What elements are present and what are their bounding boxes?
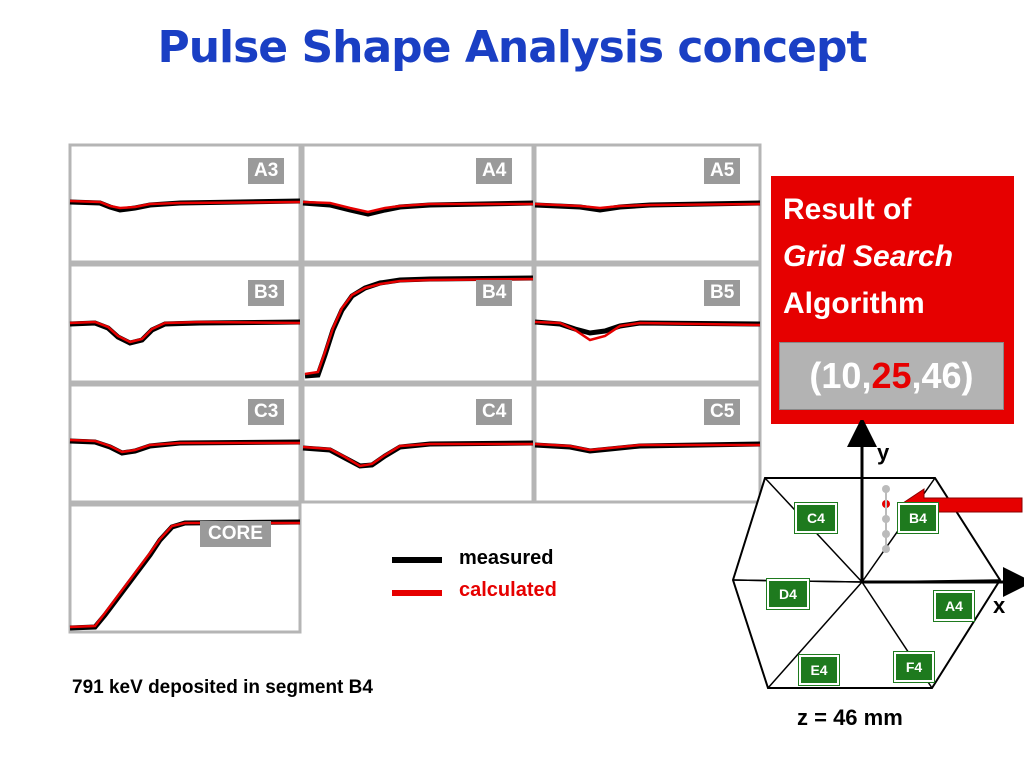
hex-segment-E4: E4 <box>798 654 840 686</box>
segment-label-C3: C3 <box>248 399 285 425</box>
trace-calculated-CORE <box>69 521 300 629</box>
segment-label-C4: C4 <box>476 399 513 425</box>
coordinate-text: (10,25,46) <box>780 343 1003 409</box>
hex-segment-F4: F4 <box>893 651 935 683</box>
segment-label-B4: B4 <box>476 280 513 306</box>
legend-calculated-label: calculated <box>459 579 557 601</box>
trace-calculated-B5 <box>534 320 761 342</box>
hex-segment-diagram <box>731 420 1024 689</box>
panel-CORE <box>68 503 302 634</box>
coordinate-open: (10, <box>809 355 872 396</box>
legend-measured-label: measured <box>459 547 554 569</box>
y-axis-label: y <box>877 440 890 465</box>
trace-calculated-C4 <box>302 442 533 468</box>
panel-B4 <box>301 263 535 384</box>
grid-points <box>882 485 890 553</box>
trace-calculated-A5 <box>534 202 761 210</box>
result-text: Result of Grid Search Algorithm <box>783 186 953 327</box>
caption: 791 keV deposited in segment B4 <box>72 677 373 698</box>
segment-label-A3: A3 <box>248 158 285 184</box>
segment-label-A4: A4 <box>476 158 513 184</box>
legend-calculated-swatch <box>392 590 442 596</box>
hex-segment-C4: C4 <box>794 502 838 534</box>
trace-calculated-A4 <box>302 200 533 214</box>
legend-measured-swatch <box>392 557 442 563</box>
result-line-3: Algorithm <box>783 287 925 320</box>
hex-segment-D4: D4 <box>766 578 810 610</box>
trace-calculated-A3 <box>69 199 301 210</box>
result-line-1: Result of <box>783 193 912 226</box>
segment-label-C5: C5 <box>704 399 741 425</box>
x-axis-label: x <box>993 593 1006 618</box>
segment-label-CORE: CORE <box>200 521 271 547</box>
trace-calculated-C3 <box>69 438 300 454</box>
segment-label-B3: B3 <box>248 280 285 306</box>
hex-segment-A4: A4 <box>933 590 975 622</box>
trace-calculated-B4 <box>304 277 534 376</box>
trace-calculated-B3 <box>69 320 301 344</box>
panel-C5 <box>533 383 762 504</box>
trace-calculated-C5 <box>534 442 760 452</box>
z-depth-label: z = 46 mm <box>797 705 903 730</box>
page-title: Pulse Shape Analysis concept <box>157 22 867 73</box>
pulse-grid <box>68 143 762 634</box>
result-line-2: Grid Search <box>783 240 954 273</box>
coordinate-box: (10,25,46) <box>779 342 1004 410</box>
coordinate-highlight: 25 <box>871 355 912 396</box>
trace-measured-C4 <box>302 440 534 469</box>
segment-label-A5: A5 <box>704 158 741 184</box>
coordinate-close: ,46) <box>911 355 974 396</box>
segment-label-B5: B5 <box>704 280 741 306</box>
hex-segment-B4: B4 <box>897 502 939 534</box>
